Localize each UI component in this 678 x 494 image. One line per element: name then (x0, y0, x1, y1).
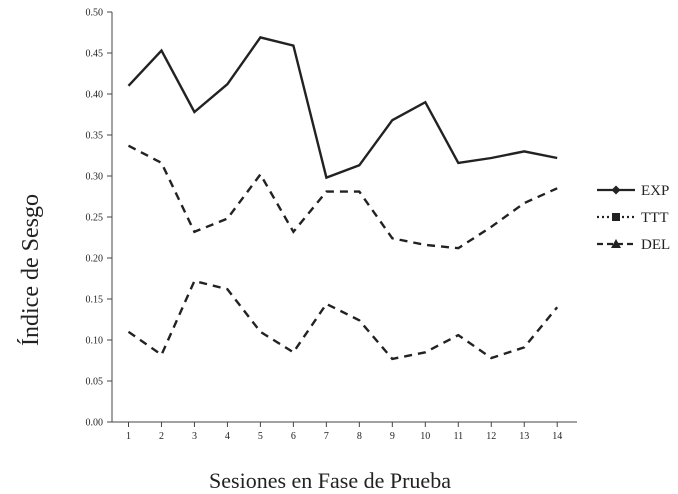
y-tick-label: 0.10 (86, 336, 104, 347)
x-axis-label: Sesiones en Fase de Prueba (209, 468, 451, 493)
x-tick-label: 5 (258, 431, 263, 442)
y-tick-label: 0.45 (86, 49, 104, 60)
x-tick-label: 2 (159, 431, 164, 442)
x-tick-label: 11 (453, 431, 463, 442)
y-tick-label: 0.50 (86, 8, 104, 19)
legend-label-exp: EXP (641, 183, 669, 199)
diamond-marker-icon (611, 185, 621, 195)
y-tick-label: 0.35 (86, 131, 104, 142)
x-tick-label: 8 (357, 431, 362, 442)
triangle-marker-icon (611, 239, 621, 248)
y-axis-label: Índice de Sesgo (18, 194, 44, 346)
x-tick-label: 3 (192, 431, 197, 442)
axes (111, 12, 577, 423)
series-line-ttt (127, 144, 558, 250)
x-tick-label: 1 (126, 431, 131, 442)
y-tick-label: 0.30 (86, 172, 104, 183)
y-tick-label: 0.00 (86, 418, 104, 429)
x-tick-label: 12 (486, 431, 496, 442)
y-tick-label: 0.25 (86, 213, 104, 224)
y-tick-label: 0.05 (86, 377, 104, 388)
series-lines (127, 36, 559, 361)
x-tick-label: 13 (519, 431, 529, 442)
x-tick-label: 7 (324, 431, 329, 442)
legend: EXP TTT DEL (597, 183, 670, 253)
legend-label-del: DEL (641, 237, 670, 253)
x-tick-label: 4 (225, 431, 230, 442)
y-tick-label: 0.15 (86, 295, 104, 306)
y-ticks: 0.00 0.05 0.10 0.15 0.20 0.25 0.30 0.35 0.40 0.45… (86, 8, 112, 429)
x-ticks: 1 2 3 4 5 6 7 8 9 10 11 12 13 14 (126, 422, 562, 442)
x-tick-label: 10 (420, 431, 430, 442)
series-line-exp (127, 36, 558, 180)
x-tick-label: 9 (390, 431, 395, 442)
legend-label-ttt: TTT (641, 210, 669, 226)
x-tick-label: 14 (552, 431, 562, 442)
x-tick-label: 6 (291, 431, 296, 442)
series-line-del (127, 279, 559, 361)
square-marker-icon (612, 213, 620, 221)
y-tick-label: 0.40 (86, 90, 104, 101)
y-tick-label: 0.20 (86, 254, 104, 265)
